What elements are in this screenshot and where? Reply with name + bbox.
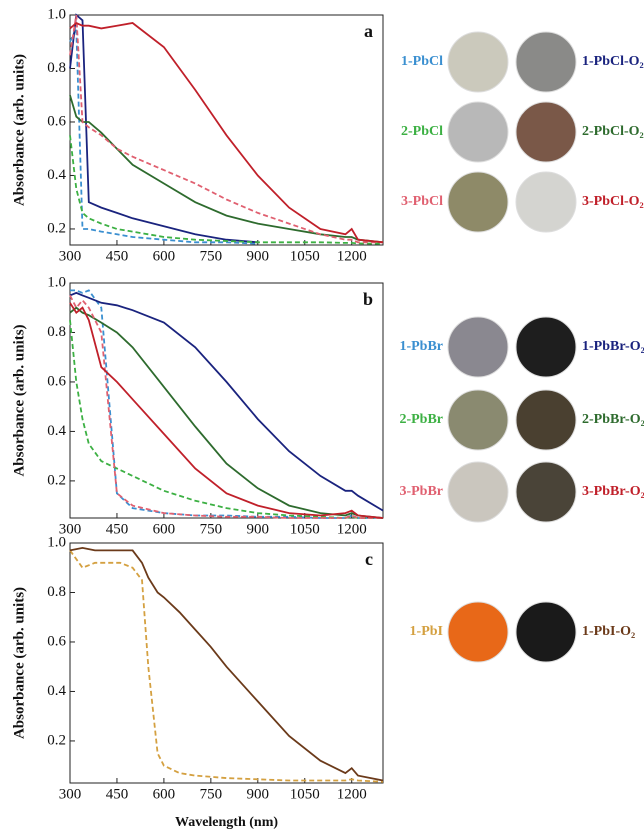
y-tick-label: 0.8: [47, 60, 66, 76]
x-tick-label: 1200: [337, 521, 367, 537]
legend-label: 3-PbBr-O₂: [582, 484, 644, 499]
spectrum-line: [70, 548, 383, 781]
x-tick-label: 450: [106, 521, 129, 537]
x-axis-label: Wavelength (nm): [175, 815, 278, 830]
y-tick-label: 0.8: [47, 584, 66, 600]
legend-label: 2-PbBr-O₂: [582, 412, 644, 427]
x-tick-label: 1200: [337, 248, 367, 264]
x-tick-label: 600: [153, 521, 176, 537]
sample-photo: [448, 172, 508, 232]
sample-photo: [448, 390, 508, 450]
legend-label: 1-PbI-O₂: [582, 624, 635, 639]
spectrum-line: [70, 15, 383, 242]
x-tick-label: 750: [200, 248, 223, 264]
y-tick-label: 0.4: [47, 423, 66, 439]
y-tick-label: 1.0: [47, 6, 66, 22]
legend-label: 3-PbCl-O₂: [582, 194, 644, 209]
sample-photo: [516, 32, 576, 92]
sample-photo: [516, 102, 576, 162]
x-tick-label: 750: [200, 521, 223, 537]
panel-letter: a: [364, 21, 373, 41]
x-tick-label: 450: [106, 786, 129, 802]
legend-label: 3-PbCl: [401, 194, 443, 209]
spectrum-line: [70, 293, 383, 511]
sample-photo: [448, 102, 508, 162]
y-tick-label: 0.6: [47, 633, 66, 649]
legend-label: 1-PbBr-O₂: [582, 339, 644, 354]
y-tick-label: 0.6: [47, 373, 66, 389]
y-tick-label: 0.6: [47, 113, 66, 129]
legend-label: 2-PbCl-O₂: [582, 124, 644, 139]
y-tick-label: 0.2: [47, 732, 66, 748]
x-tick-label: 1050: [290, 521, 320, 537]
legend-label: 2-PbCl: [401, 124, 443, 139]
y-tick-label: 0.8: [47, 324, 66, 340]
x-tick-label: 600: [153, 248, 176, 264]
spectrum-line: [70, 135, 383, 243]
panel-letter: b: [363, 289, 373, 309]
y-tick-label: 0.4: [47, 683, 66, 699]
plot-frame: [70, 283, 383, 518]
x-tick-label: 750: [200, 786, 223, 802]
figure: 0.2 0.4 0.6 0.8 1.0 300 450 600 750 900 1050 1200 Ab…: [0, 0, 644, 836]
x-tick-label: 600: [153, 786, 176, 802]
legend-label: 1-PbI: [410, 624, 443, 639]
sample-photo: [448, 602, 508, 662]
y-tick-label: 0.4: [47, 167, 66, 183]
x-tick-label: 1050: [290, 786, 320, 802]
x-tick-label: 300: [59, 786, 82, 802]
plot-frame: [70, 543, 383, 783]
plot-frame: [70, 15, 383, 245]
x-tick-label: 1050: [290, 248, 320, 264]
y-tick-label: 1.0: [47, 534, 66, 550]
spectrum-line: [70, 28, 258, 243]
y-axis-label: Absorbance (arb. units): [11, 54, 27, 206]
x-tick-label: 300: [59, 248, 82, 264]
sample-photo: [448, 317, 508, 377]
x-tick-label: 900: [247, 521, 270, 537]
legend-label: 3-PbBr: [399, 484, 443, 499]
y-tick-label: 1.0: [47, 274, 66, 290]
x-tick-label: 1200: [337, 786, 367, 802]
x-tick-label: 900: [247, 786, 270, 802]
sample-photo: [516, 172, 576, 232]
legend-label: 1-PbCl: [401, 54, 443, 69]
spectrum-line: [70, 95, 383, 242]
sample-photo: [448, 32, 508, 92]
sample-photo: [516, 602, 576, 662]
sample-photo: [516, 317, 576, 377]
legend-label: 1-PbCl-O₂: [582, 54, 644, 69]
legend-label: 2-PbBr: [399, 412, 443, 427]
y-tick-label: 0.2: [47, 220, 66, 236]
panel-letter: c: [365, 549, 373, 569]
x-tick-label: 450: [106, 248, 129, 264]
sample-photo: [448, 462, 508, 522]
spectrum-line: [70, 290, 383, 518]
spectrum-line: [70, 15, 258, 242]
legend-label: 1-PbBr: [399, 339, 443, 354]
x-tick-label: 900: [247, 248, 270, 264]
y-tick-label: 0.2: [47, 472, 66, 488]
spectrum-line: [70, 23, 383, 242]
sample-photo: [516, 462, 576, 522]
y-axis-label: Absorbance (arb. units): [11, 324, 27, 476]
y-axis-label: Absorbance (arb. units): [11, 587, 27, 739]
sample-photo: [516, 390, 576, 450]
